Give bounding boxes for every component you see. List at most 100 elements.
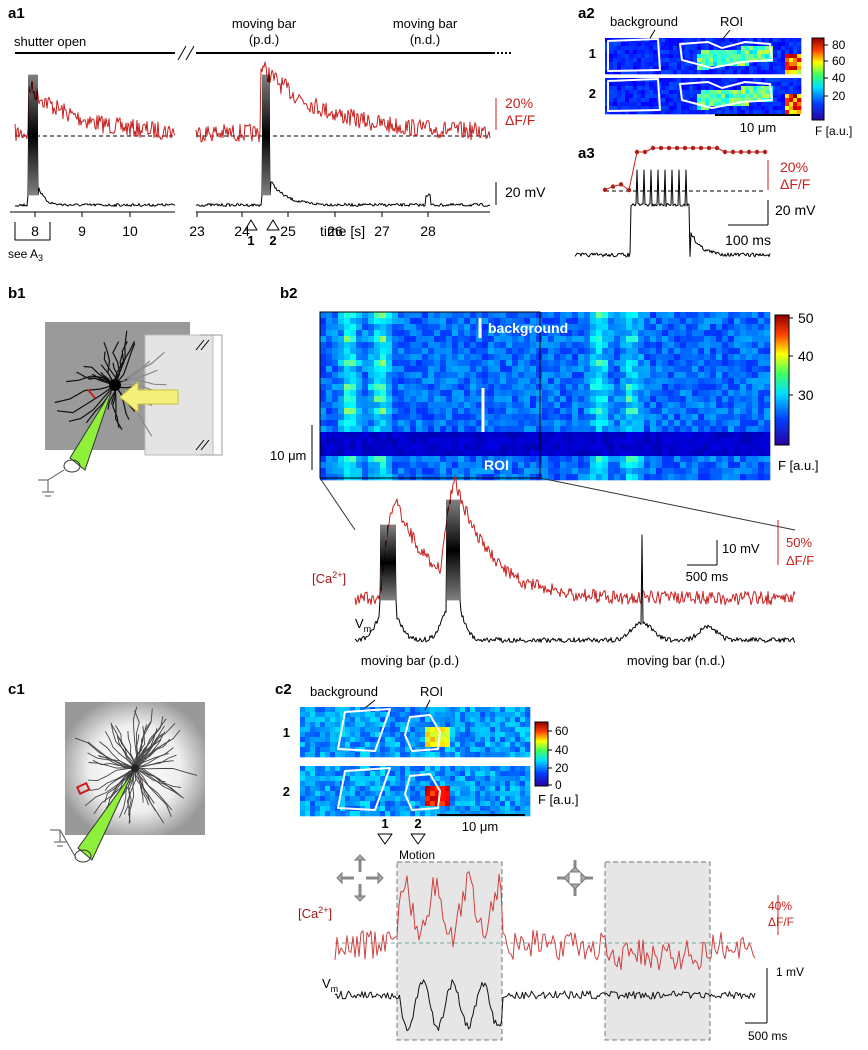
pixel (566, 378, 572, 384)
pixel (669, 42, 673, 46)
pixel (633, 50, 637, 54)
pixel (350, 372, 356, 378)
pixel (572, 432, 578, 438)
sample-dot (667, 146, 671, 150)
pixel (392, 330, 398, 336)
pixel (542, 390, 548, 396)
pixel (405, 811, 410, 816)
pixel (360, 786, 365, 791)
pixel (446, 348, 452, 354)
pixel (476, 462, 482, 468)
label: time [s] (320, 223, 365, 239)
pixel (621, 94, 625, 98)
pixel (674, 324, 680, 330)
pixel (753, 50, 757, 54)
pixel (704, 432, 710, 438)
pixel (729, 94, 733, 98)
pixel (602, 372, 608, 378)
pixel (740, 408, 746, 414)
pixel (530, 438, 536, 444)
pixel (674, 354, 680, 360)
pixel (740, 384, 746, 390)
pixel (465, 786, 470, 791)
pixel (350, 348, 356, 354)
pixel (717, 58, 721, 62)
pixel (415, 766, 420, 771)
pixel (415, 752, 420, 757)
sample-dot (723, 150, 727, 154)
pixel (704, 468, 710, 474)
pixel (404, 414, 410, 420)
label: 500 ms (686, 569, 729, 584)
pixel (650, 324, 656, 330)
pixel (548, 468, 554, 474)
pixel (677, 106, 681, 110)
pixel (764, 342, 770, 348)
pixel (355, 771, 360, 776)
pixel (512, 390, 518, 396)
pixel (653, 90, 657, 94)
pixel (746, 372, 752, 378)
pixel (515, 771, 520, 776)
pixel (614, 432, 620, 438)
pixel (320, 727, 325, 732)
pixel (674, 372, 680, 378)
pixel (741, 70, 745, 74)
pixel (680, 360, 686, 366)
pixel (490, 766, 495, 771)
pixel (734, 318, 740, 324)
pixel (777, 78, 781, 82)
pixel (560, 420, 566, 426)
pixel (470, 776, 475, 781)
pixel (392, 342, 398, 348)
pixel (310, 801, 315, 806)
pixel (410, 432, 416, 438)
pixel (434, 408, 440, 414)
pixel (398, 348, 404, 354)
sample-dot (763, 150, 767, 154)
pixel (638, 384, 644, 390)
pixel (608, 342, 614, 348)
pixel (554, 474, 560, 480)
pixel (325, 811, 330, 816)
pixel (764, 360, 770, 366)
pixel (386, 372, 392, 378)
pixel (536, 336, 542, 342)
pixel (734, 342, 740, 348)
pixel (400, 727, 405, 732)
pixel (450, 806, 455, 811)
pixel (621, 46, 625, 50)
pixel (757, 78, 761, 82)
pixel (554, 432, 560, 438)
pixel (488, 432, 494, 438)
pixel (644, 366, 650, 372)
pixel (345, 801, 350, 806)
pixel (626, 318, 632, 324)
pixel (785, 90, 789, 94)
pixel (793, 54, 797, 58)
pixel (673, 66, 677, 70)
pixel (326, 402, 332, 408)
pixel (662, 378, 668, 384)
pixel (310, 776, 315, 781)
pixel (470, 384, 476, 390)
pixel (505, 732, 510, 737)
sample-dot (715, 146, 719, 150)
pixel (785, 82, 789, 86)
pixel (452, 324, 458, 330)
pixel (310, 791, 315, 796)
pixel (716, 354, 722, 360)
pixel (633, 86, 637, 90)
pixel (560, 312, 566, 318)
sample-dot (675, 146, 679, 150)
pixel (344, 312, 350, 318)
label: 2 (414, 816, 421, 831)
pixel (692, 312, 698, 318)
pixel (554, 408, 560, 414)
pixel (692, 384, 698, 390)
pixel (398, 390, 404, 396)
pixel (446, 462, 452, 468)
pixel (661, 82, 665, 86)
pixel (650, 312, 656, 318)
pixel (470, 786, 475, 791)
